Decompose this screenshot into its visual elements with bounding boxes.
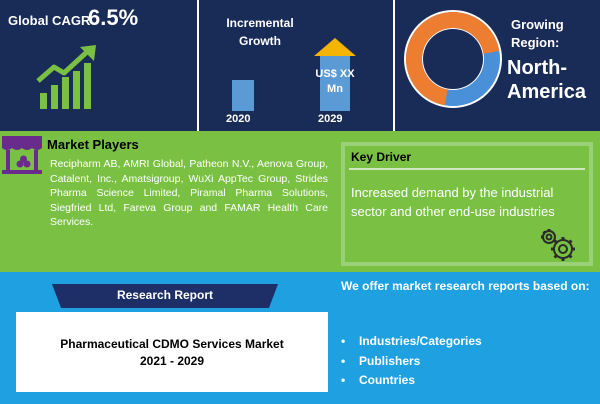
cagr-label: Global CAGR [8, 13, 91, 28]
cagr-value: 6.5% [88, 5, 139, 30]
key-driver-title: Key Driver [351, 150, 412, 164]
divider [393, 0, 395, 131]
key-driver-text: Increased demand by the industrial secto… [351, 185, 555, 219]
list-item: • Countries [341, 373, 416, 387]
middle-band: Market Players Recipharm AB, AMRI Global… [0, 131, 600, 272]
offer-heading: We offer market research reports based o… [341, 279, 590, 293]
bar-2029-value: US$ XX Mn [315, 68, 355, 95]
research-report-box [16, 312, 328, 392]
divider [197, 0, 199, 131]
growth-chart-icon [36, 45, 96, 109]
bar-2020 [232, 80, 254, 111]
research-report-label: Research Report [116, 288, 214, 302]
incremental-growth-title: Incremental Growth [226, 16, 294, 48]
gears-icon [541, 229, 575, 261]
report-title-line2: 2021 - 2029 [139, 354, 205, 368]
list-item-label: Countries [359, 373, 416, 387]
list-item-label: Publishers [359, 353, 421, 368]
list-item: • Industries/Categories [341, 334, 482, 348]
donut-ring-icon [404, 10, 502, 108]
list-item: • Publishers [341, 353, 421, 368]
year-2020-label: 2020 [226, 113, 251, 125]
report-title-line1: Pharmaceutical CDMO Services Market [60, 337, 284, 351]
market-stall-icon [2, 136, 42, 174]
year-2029-label: 2029 [318, 113, 343, 125]
bottom-band: Research Report Pharmaceutical CDMO Serv… [0, 272, 600, 404]
market-players-title: Market Players [47, 137, 139, 152]
offer-list: • Industries/Categories • Publishers • Coun… [341, 332, 482, 391]
key-driver-box: Key Driver Increased demand by the indus… [341, 142, 593, 266]
bar-2029 [320, 56, 350, 111]
region-value: North-America [507, 57, 586, 103]
key-driver-divider [349, 168, 585, 170]
market-players-text: Recipharm AB, AMRI Global, Patheon N.V.,… [50, 158, 328, 229]
top-band: Global CAGR 6.5% Incremental Growth 2020… [0, 0, 600, 131]
arrow-up-icon [314, 38, 356, 56]
research-report-banner [52, 284, 278, 308]
list-item-label: Industries/Categories [359, 334, 482, 348]
research-report-title: Pharmaceutical CDMO Services Market 2021… [16, 336, 328, 370]
region-label: Growing Region: [511, 17, 564, 50]
